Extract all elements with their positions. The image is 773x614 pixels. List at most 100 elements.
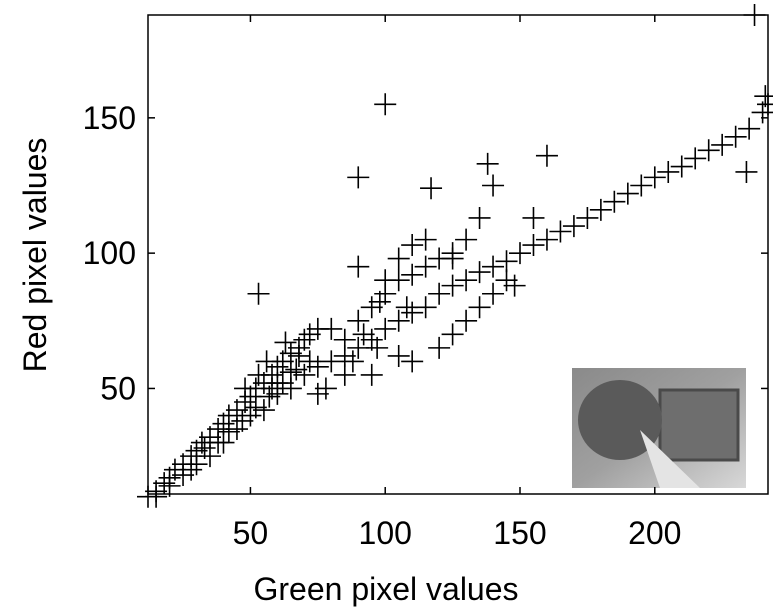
point xyxy=(643,166,666,189)
point xyxy=(360,363,383,386)
point xyxy=(414,255,437,278)
y-tick-label: 50 xyxy=(100,370,136,406)
point xyxy=(333,328,356,351)
point xyxy=(180,458,203,481)
point xyxy=(158,474,181,497)
point xyxy=(401,350,424,373)
point xyxy=(735,160,758,183)
inset-screen xyxy=(658,388,740,462)
point xyxy=(428,336,451,359)
point xyxy=(576,206,599,229)
point xyxy=(455,228,478,251)
point xyxy=(387,309,410,332)
point xyxy=(374,317,397,340)
point xyxy=(495,250,518,273)
point xyxy=(455,309,478,332)
x-tick-label: 50 xyxy=(233,515,269,551)
point xyxy=(395,296,418,319)
point xyxy=(333,363,356,386)
x-tick-label: 100 xyxy=(359,515,412,551)
point xyxy=(401,234,424,257)
point xyxy=(368,290,391,313)
point xyxy=(234,377,257,400)
point xyxy=(247,282,270,305)
point xyxy=(468,261,491,284)
point xyxy=(509,242,531,265)
point xyxy=(503,274,526,297)
point xyxy=(341,350,364,373)
point xyxy=(207,431,230,454)
point xyxy=(298,350,321,373)
point xyxy=(347,255,370,278)
point xyxy=(352,323,375,346)
point xyxy=(562,215,585,238)
point xyxy=(711,133,734,156)
point xyxy=(374,269,397,292)
point xyxy=(347,166,370,189)
point xyxy=(347,309,370,332)
inset-image xyxy=(572,368,746,488)
point xyxy=(522,206,545,229)
point xyxy=(482,255,505,278)
y-axis-label: Red pixel values xyxy=(17,138,53,373)
point xyxy=(287,344,310,367)
point xyxy=(247,363,270,386)
point xyxy=(657,160,680,183)
point xyxy=(616,182,639,205)
x-axis-label: Green pixel values xyxy=(253,571,518,607)
inset-sleeve xyxy=(640,430,700,488)
point xyxy=(522,234,545,257)
inset-hand xyxy=(578,380,662,460)
point xyxy=(738,117,761,140)
point xyxy=(535,228,558,251)
y-tick-label: 150 xyxy=(83,100,136,136)
point xyxy=(387,247,410,270)
point xyxy=(274,331,297,354)
point xyxy=(279,361,302,384)
point xyxy=(482,282,505,305)
point xyxy=(285,358,308,381)
point xyxy=(468,206,491,229)
point xyxy=(387,344,410,367)
point xyxy=(428,282,451,305)
point xyxy=(306,382,329,405)
point xyxy=(476,152,499,175)
point xyxy=(684,147,707,170)
point xyxy=(549,220,572,243)
point xyxy=(420,177,443,200)
point xyxy=(589,198,612,221)
point xyxy=(145,485,168,508)
point xyxy=(255,350,278,373)
point xyxy=(482,174,505,197)
point xyxy=(261,377,283,400)
point xyxy=(374,93,397,116)
x-tick-label: 200 xyxy=(628,515,681,551)
point xyxy=(347,336,370,359)
point xyxy=(401,301,424,324)
point xyxy=(401,263,424,286)
point xyxy=(441,247,464,270)
point xyxy=(293,328,316,351)
point xyxy=(193,436,216,459)
x-tick-label: 150 xyxy=(493,515,546,551)
point xyxy=(630,174,653,197)
point xyxy=(320,350,343,373)
point xyxy=(153,472,176,495)
point xyxy=(455,269,478,292)
point xyxy=(535,144,558,167)
point xyxy=(320,317,343,340)
point xyxy=(441,274,464,297)
point xyxy=(743,4,766,26)
point xyxy=(231,409,254,432)
point xyxy=(244,396,267,419)
point xyxy=(366,336,389,359)
point xyxy=(724,125,747,148)
y-tick-label: 100 xyxy=(83,235,136,271)
point xyxy=(185,453,208,476)
point xyxy=(670,155,693,178)
point xyxy=(697,139,720,162)
point xyxy=(414,296,437,319)
point xyxy=(217,420,240,443)
point xyxy=(441,323,464,346)
